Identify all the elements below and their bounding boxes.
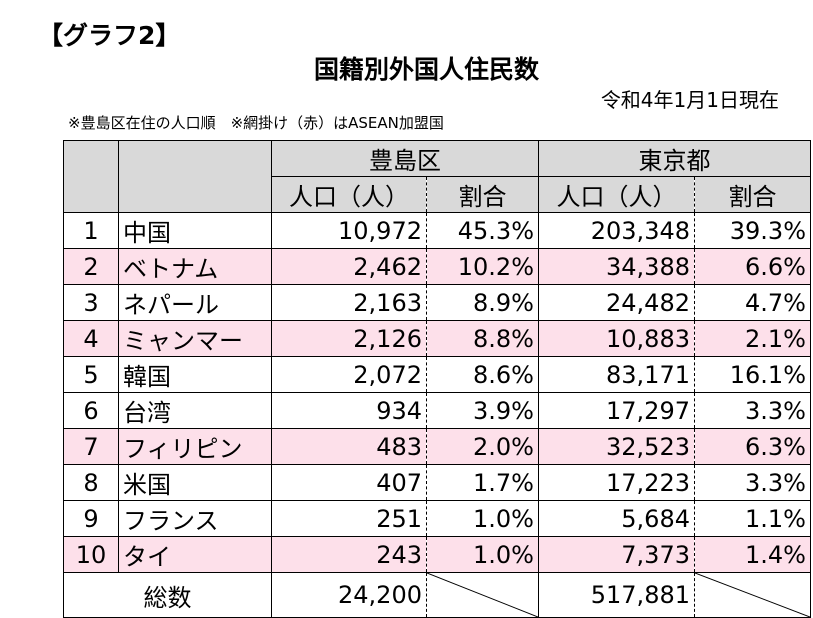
rank-cell: 8	[63, 464, 119, 501]
toshima-population-cell: 251	[271, 500, 427, 537]
country-cell: フィリピン	[118, 428, 272, 465]
country-cell: タイ	[118, 536, 272, 573]
table-row: 6 台湾 934 3.9% 17,297 3.3%	[63, 392, 811, 429]
total-tokyo-population: 517,881	[538, 572, 695, 618]
table-row: 7 フィリピン 483 2.0% 32,523 6.3%	[63, 428, 811, 465]
header-row-columns: 人口（人） 割合 人口（人） 割合	[64, 176, 811, 213]
tokyo-population-cell: 24,482	[538, 284, 695, 321]
table-row: 10 タイ 243 1.0% 7,373 1.4%	[63, 536, 811, 573]
country-cell: 米国	[118, 464, 272, 501]
page-title: 国籍別外国人住民数	[313, 55, 539, 84]
tokyo-population-cell: 203,348	[538, 212, 695, 249]
rank-cell: 9	[63, 500, 119, 537]
table-row: 8 米国 407 1.7% 17,223 3.3%	[63, 464, 811, 501]
table-body: 1 中国 10,972 45.3% 203,348 39.3% 2 ベトナム 2,462 10.2…	[63, 212, 811, 573]
toshima-ratio-cell: 45.3%	[426, 212, 539, 249]
toshima-ratio-cell: 1.0%	[426, 536, 539, 573]
total-tokyo-ratio-diagonal	[694, 572, 811, 618]
toshima-ratio-cell: 8.8%	[426, 320, 539, 357]
table-row: 9 フランス 251 1.0% 5,684 1.1%	[63, 500, 811, 537]
country-cell: ベトナム	[118, 248, 272, 285]
tokyo-ratio-cell: 39.3%	[694, 212, 811, 249]
toshima-population-cell: 243	[271, 536, 427, 573]
tokyo-ratio-cell: 16.1%	[694, 356, 811, 393]
toshima-population-cell: 2,126	[271, 320, 427, 357]
toshima-population-cell: 2,072	[271, 356, 427, 393]
country-cell: フランス	[118, 500, 272, 537]
rank-cell: 5	[63, 356, 119, 393]
toshima-ratio-cell: 1.0%	[426, 500, 539, 537]
tokyo-population-cell: 83,171	[538, 356, 695, 393]
header-country-cell	[118, 140, 272, 213]
table-row: 5 韓国 2,072 8.6% 83,171 16.1%	[63, 356, 811, 393]
tokyo-ratio-cell: 6.3%	[694, 428, 811, 465]
table-note: ※豊島区在住の人口順 ※網掛け（赤）はASEAN加盟国	[68, 114, 444, 132]
as-of-date: 令和4年1月1日現在	[600, 88, 779, 112]
population-table: 豊島区 東京都 人口（人） 割合 人口（人） 割合 1 中国 10,972 45.3%…	[63, 140, 811, 618]
table-row: 3 ネパール 2,163 8.9% 24,482 4.7%	[63, 284, 811, 321]
diagonal-line-icon	[427, 573, 538, 617]
toshima-ratio-cell: 3.9%	[426, 392, 539, 429]
tokyo-population-cell: 7,373	[538, 536, 695, 573]
total-row: 総数 24,200 517,881	[63, 572, 811, 618]
rank-cell: 1	[63, 212, 119, 249]
tokyo-ratio-cell: 4.7%	[694, 284, 811, 321]
toshima-ratio-cell: 1.7%	[426, 464, 539, 501]
total-label: 総数	[63, 572, 272, 618]
country-cell: 韓国	[118, 356, 272, 393]
header-tokyo-ratio: 割合	[694, 176, 811, 213]
country-cell: ネパール	[118, 284, 272, 321]
tokyo-population-cell: 34,388	[538, 248, 695, 285]
toshima-ratio-cell: 10.2%	[426, 248, 539, 285]
toshima-ratio-cell: 8.9%	[426, 284, 539, 321]
tokyo-population-cell: 17,297	[538, 392, 695, 429]
toshima-population-cell: 2,462	[271, 248, 427, 285]
toshima-ratio-cell: 2.0%	[426, 428, 539, 465]
header-rank-cell	[63, 140, 119, 213]
tokyo-ratio-cell: 2.1%	[694, 320, 811, 357]
diagonal-line-icon	[695, 573, 810, 617]
header-toshima: 豊島区	[271, 140, 539, 177]
rank-cell: 3	[63, 284, 119, 321]
tokyo-ratio-cell: 3.3%	[694, 464, 811, 501]
total-toshima-population: 24,200	[271, 572, 427, 618]
tokyo-population-cell: 32,523	[538, 428, 695, 465]
tokyo-ratio-cell: 6.6%	[694, 248, 811, 285]
header-toshima-ratio: 割合	[426, 176, 539, 213]
toshima-ratio-cell: 8.6%	[426, 356, 539, 393]
tokyo-ratio-cell: 1.4%	[694, 536, 811, 573]
country-cell: ミャンマー	[118, 320, 272, 357]
tokyo-ratio-cell: 1.1%	[694, 500, 811, 537]
graph-label: 【グラフ2】	[38, 21, 181, 50]
toshima-population-cell: 407	[271, 464, 427, 501]
header-row-group: 豊島区 東京都	[63, 140, 811, 213]
rank-cell: 7	[63, 428, 119, 465]
header-tokyo-population: 人口（人）	[538, 176, 695, 213]
header-toshima-population: 人口（人）	[271, 176, 427, 213]
country-cell: 中国	[118, 212, 272, 249]
total-toshima-ratio-diagonal	[426, 572, 539, 618]
rank-cell: 2	[63, 248, 119, 285]
rank-cell: 10	[63, 536, 119, 573]
tokyo-ratio-cell: 3.3%	[694, 392, 811, 429]
tokyo-population-cell: 17,223	[538, 464, 695, 501]
table-row: 2 ベトナム 2,462 10.2% 34,388 6.6%	[63, 248, 811, 285]
toshima-population-cell: 10,972	[271, 212, 427, 249]
rank-cell: 6	[63, 392, 119, 429]
table-row: 1 中国 10,972 45.3% 203,348 39.3%	[63, 212, 811, 249]
country-cell: 台湾	[118, 392, 272, 429]
table-row: 4 ミャンマー 2,126 8.8% 10,883 2.1%	[63, 320, 811, 357]
rank-cell: 4	[63, 320, 119, 357]
toshima-population-cell: 2,163	[271, 284, 427, 321]
tokyo-population-cell: 5,684	[538, 500, 695, 537]
header-tokyo: 東京都	[538, 140, 811, 177]
toshima-population-cell: 483	[271, 428, 427, 465]
toshima-population-cell: 934	[271, 392, 427, 429]
tokyo-population-cell: 10,883	[538, 320, 695, 357]
